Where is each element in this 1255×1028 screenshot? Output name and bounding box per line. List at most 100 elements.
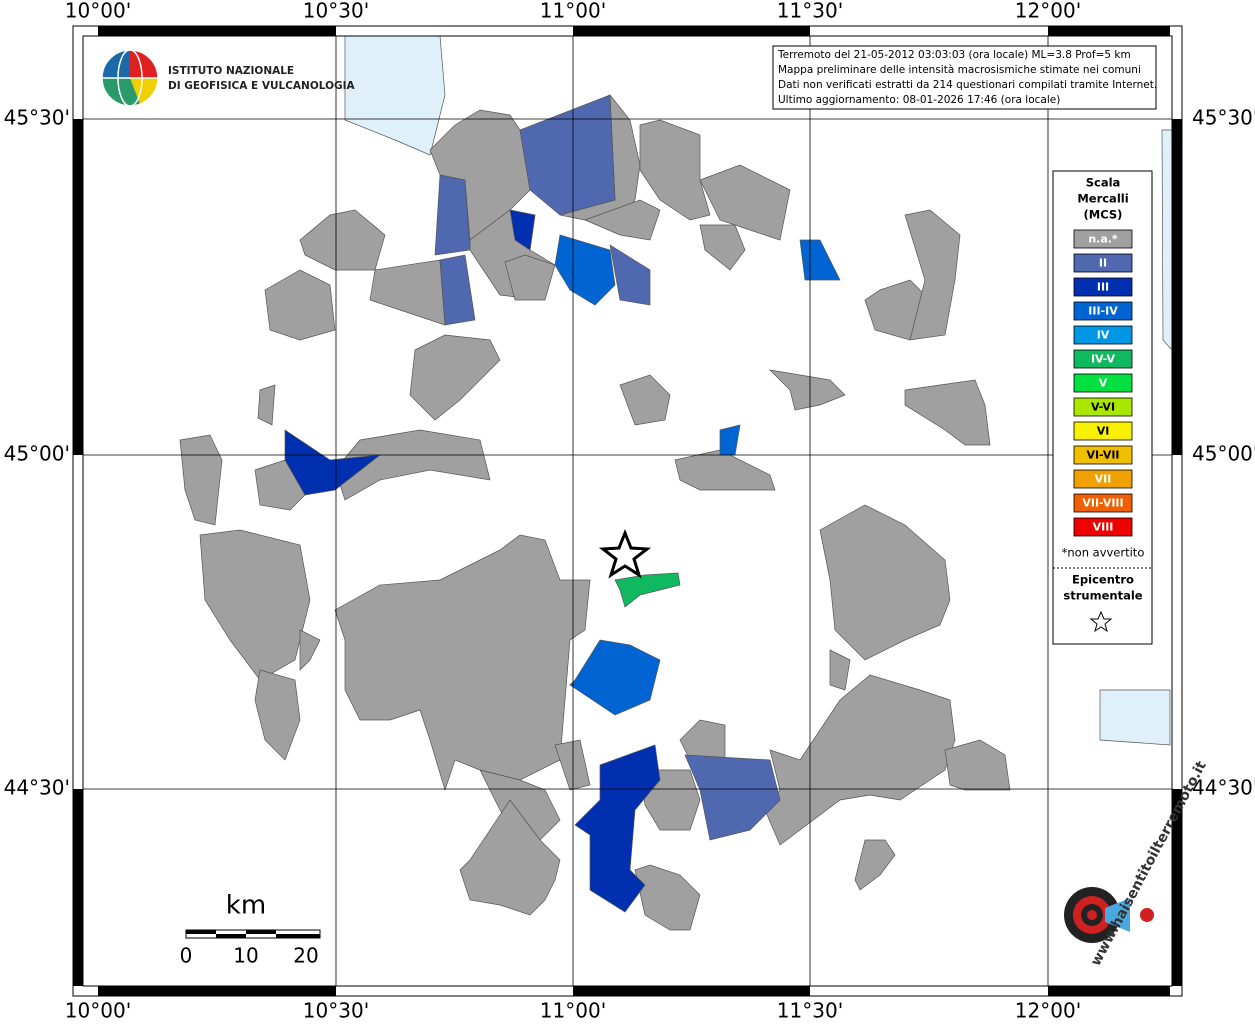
legend-swatch xyxy=(1073,229,1133,249)
municipality xyxy=(434,174,471,256)
info-line: Mappa preliminare delle intensità macros… xyxy=(778,64,1141,76)
legend-title: Scala xyxy=(1086,176,1121,190)
legend-swatch xyxy=(1073,277,1133,297)
axis-labels: 10°00' 10°00' 10°30' 10°30' 11°00' 11°00' 11°3… xyxy=(4,0,1255,1023)
epicenter-star xyxy=(598,528,652,579)
info-line: Ultimo aggiornamento: 08-01-2026 17:46 (… xyxy=(778,94,1060,106)
legend-note: *non avvertito xyxy=(1062,546,1145,560)
lon-label: 10°00' xyxy=(65,999,131,1023)
info-box: Terremoto del 21-05-2012 03:03:03 (ora l… xyxy=(772,45,1157,110)
scale-bar: km 0 10 20 xyxy=(180,891,321,968)
municipality xyxy=(829,649,851,691)
legend-label: III-IV xyxy=(1088,305,1118,318)
legend-swatch xyxy=(1073,301,1133,321)
lat-label: 45°00' xyxy=(4,442,70,466)
legend-swatch xyxy=(1073,517,1133,537)
municipality xyxy=(334,534,591,792)
scale-label: 10 xyxy=(233,944,258,968)
scale-label: 20 xyxy=(293,944,318,968)
municipality xyxy=(699,164,791,241)
municipality xyxy=(819,504,951,661)
scale-label: 0 xyxy=(180,944,193,968)
lon-label: 10°30' xyxy=(303,0,369,23)
municipality xyxy=(639,119,711,221)
legend-swatch xyxy=(1073,397,1133,417)
water xyxy=(344,35,1173,746)
legend-swatch xyxy=(1073,421,1133,441)
municipality xyxy=(619,374,671,426)
municipality xyxy=(614,572,681,608)
lon-label: 10°00' xyxy=(65,0,131,23)
municipality xyxy=(254,459,306,511)
scale-unit: km xyxy=(226,891,266,921)
legend-label: III xyxy=(1097,281,1109,294)
legend-swatch xyxy=(1073,253,1133,273)
ingv-logo: ISTITUTO NAZIONALE DI GEOFISICA E VULCAN… xyxy=(101,49,356,107)
municipality xyxy=(264,269,336,341)
legend-epicenter: strumentale xyxy=(1063,589,1142,603)
municipality xyxy=(554,234,616,306)
lat-label: 45°00' xyxy=(1192,442,1255,466)
municipality xyxy=(299,209,386,271)
municipality xyxy=(569,639,661,716)
legend-label: VI-VII xyxy=(1086,449,1119,462)
lon-label: 11°00' xyxy=(540,0,606,23)
municipality xyxy=(334,429,491,501)
legend-star xyxy=(1089,610,1113,633)
lat-label: 45°30' xyxy=(4,106,70,130)
municipality xyxy=(519,94,616,216)
legend-label: IV xyxy=(1097,329,1110,342)
legend-label: II xyxy=(1099,257,1107,270)
lon-label: 10°30' xyxy=(303,999,369,1023)
municipality xyxy=(509,209,536,251)
legend-label: VIII xyxy=(1093,521,1114,534)
legend-label: IV-V xyxy=(1091,353,1116,366)
municipality xyxy=(257,384,276,426)
lat-label: 44°30' xyxy=(1192,776,1255,800)
lon-label: 11°00' xyxy=(540,999,606,1023)
municipality xyxy=(904,379,991,446)
legend-label: V-VI xyxy=(1091,401,1115,414)
legend-label: VII xyxy=(1095,473,1112,486)
frame xyxy=(72,25,1183,997)
municipality xyxy=(684,754,781,841)
info-line: Terremoto del 21-05-2012 03:03:03 (ora l… xyxy=(777,49,1131,61)
municipality xyxy=(699,224,746,271)
municipality xyxy=(439,254,476,326)
lon-label: 11°30' xyxy=(777,0,843,23)
legend-swatch xyxy=(1073,469,1133,489)
legend-swatch xyxy=(1073,349,1133,369)
municipality xyxy=(504,254,556,301)
municipality xyxy=(584,199,661,241)
municipality xyxy=(409,334,501,421)
municipality xyxy=(854,839,896,891)
municipality xyxy=(904,209,961,341)
legend-swatch xyxy=(1073,325,1133,345)
legend-swatch xyxy=(1073,445,1133,465)
municipality xyxy=(768,369,846,411)
lat-label: 44°30' xyxy=(4,776,70,800)
legend-label: V xyxy=(1099,377,1108,390)
lon-label: 11°30' xyxy=(777,999,843,1023)
municipality xyxy=(369,259,446,326)
municipality xyxy=(764,674,956,846)
institute-line: DI GEOFISICA E VULCANOLOGIA xyxy=(168,80,356,92)
lat-label: 45°30' xyxy=(1192,106,1255,130)
legend-label: VII-VIII xyxy=(1082,497,1123,510)
lon-label: 12°00' xyxy=(1015,0,1081,23)
legend: Scala Mercalli (MCS) *non avvertito Epic… xyxy=(1052,170,1153,645)
legend-title: (MCS) xyxy=(1084,208,1123,222)
graticule xyxy=(83,36,1172,986)
municipalities xyxy=(179,93,1011,931)
legend-label: VI xyxy=(1097,425,1110,438)
legend-epicenter: Epicentro xyxy=(1072,573,1134,587)
municipality xyxy=(254,669,301,761)
municipality xyxy=(554,739,591,791)
legend-swatch xyxy=(1073,493,1133,513)
municipality xyxy=(634,864,701,931)
legend-title: Mercalli xyxy=(1077,192,1128,206)
info-line: Dati non verificati estratti da 214 ques… xyxy=(778,79,1157,91)
lon-label: 12°00' xyxy=(1015,999,1081,1023)
legend-swatch xyxy=(1073,373,1133,393)
